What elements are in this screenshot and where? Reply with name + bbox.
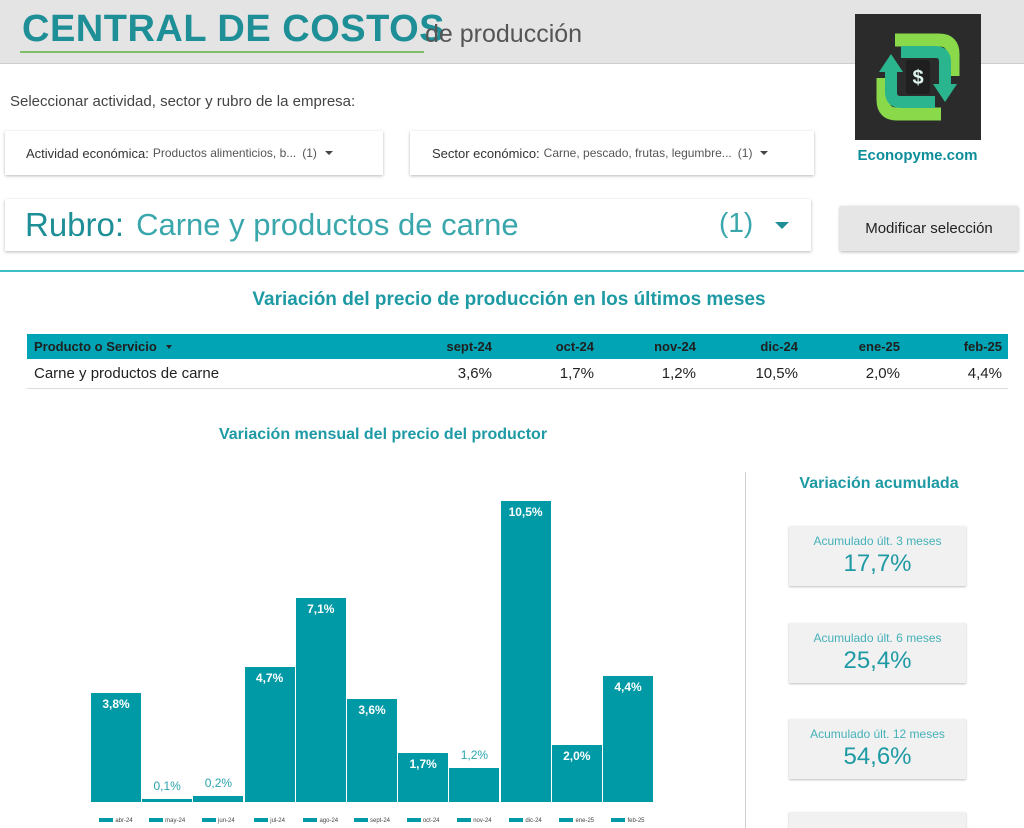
column-header[interactable]: dic-24: [760, 339, 798, 354]
value-cell: 4,4%: [967, 365, 1002, 382]
x-tick-dic-24: dic-24: [500, 818, 552, 824]
x-tick-abr-24: abr-24: [90, 818, 142, 824]
bar-label-nov-24: 1,2%: [460, 747, 489, 762]
bar-ago-24[interactable]: [295, 598, 346, 802]
monthly-variation-chart: 3,8% abr-24 0,1% may-24 0,2% jun-24 4,7% jul-24…: [85, 495, 665, 828]
accumulated-title: Variación acumulada: [799, 475, 959, 492]
svg-text:$: $: [912, 67, 923, 89]
column-header[interactable]: nov-24: [654, 339, 696, 354]
price-variation-table: Producto o Servicio sept-24 oct-24 nov-2…: [27, 334, 1008, 389]
rubro-count: (1): [719, 207, 754, 238]
x-tick-ene-25: ene-25: [551, 818, 603, 824]
x-tick-nov-24: nov-24: [448, 818, 500, 824]
bar-sept-24[interactable]: [347, 698, 397, 802]
value-cell: 10,5%: [755, 365, 798, 382]
bar-label-may-24: 0,1%: [153, 779, 181, 794]
page-title: CENTRAL DE COSTOS: [22, 8, 446, 50]
kpi-card-6-months: Acumulado últ. 6 meses 25,4%: [789, 623, 966, 683]
value-cell: 1,7%: [559, 365, 594, 382]
chart-title: Variación mensual del precio del product…: [218, 426, 548, 443]
actividad-count: (1): [302, 146, 317, 160]
bar-label-feb-25: 4,4%: [614, 679, 642, 694]
sector-value: Carne, pescado, frutas, legumbre...: [543, 146, 732, 160]
actividad-label: Actividad económica:: [26, 145, 149, 161]
kpi-card-3-months: Acumulado últ. 3 meses 17,7%: [789, 526, 966, 586]
x-tick-jul-24: jul-24: [244, 818, 296, 824]
bar-label-jul-24: 4,7%: [255, 671, 284, 686]
x-tick-jun-24: jun-24: [192, 818, 244, 824]
kpi-value: 17,7%: [843, 550, 912, 577]
bar-label-dic-24: 10,5%: [508, 505, 543, 519]
kpi-value: 54,6%: [843, 743, 912, 770]
column-header[interactable]: ene-25: [858, 339, 900, 354]
bar-label-ene-25: 2,0%: [563, 748, 591, 763]
value-cell: 3,6%: [457, 365, 492, 382]
x-tick-may-24: may-24: [141, 818, 193, 824]
rubro-dropdown[interactable]: Rubro: Carne y productos de carne (1): [5, 199, 811, 251]
bar-dic-24[interactable]: [500, 501, 551, 802]
x-tick-ago-24: ago-24: [295, 818, 347, 824]
sector-count: (1): [737, 146, 753, 160]
dollar-cycle-icon: $: [876, 33, 960, 121]
table-title: Variación del precio de producción en lo…: [252, 289, 766, 310]
bar-label-oct-24: 1,7%: [409, 757, 437, 772]
product-header-label: Producto o Servicio: [34, 339, 157, 354]
kpi-label: Acumulado últ. 3 meses: [813, 534, 942, 548]
section-divider: [0, 270, 1024, 272]
x-tick-feb-25: feb-25: [602, 818, 654, 824]
actividad-value: Productos alimenticios, b...: [152, 146, 297, 160]
table-header-row: Producto o Servicio sept-24 oct-24 nov-2…: [27, 334, 1008, 359]
rubro-value: Carne y productos de carne: [136, 207, 519, 242]
bar-nov-24[interactable]: [449, 767, 500, 802]
bar-label-jun-24: 0,2%: [204, 776, 233, 791]
x-tick-oct-24: oct-24: [397, 818, 449, 824]
bar-label-abr-24: 3,8%: [102, 697, 130, 712]
bar-feb-25[interactable]: [603, 675, 653, 802]
column-header[interactable]: sept-24: [446, 339, 492, 354]
chevron-down-icon: [760, 151, 769, 155]
sort-down-icon[interactable]: [165, 344, 172, 349]
chevron-down-icon: [775, 222, 789, 229]
filter-instruction: Seleccionar actividad, sector y rubro de…: [10, 93, 356, 110]
kpi-card-12-months: Acumulado últ. 12 meses 54,6%: [789, 719, 966, 779]
sector-economico-dropdown[interactable]: Sector económico: Carne, pescado, frutas…: [410, 131, 814, 175]
product-cell: Carne y productos de carne: [34, 365, 220, 382]
vertical-divider: [745, 472, 746, 828]
kpi-label: Acumulado últ. 6 meses: [813, 631, 942, 645]
sector-label: Sector económico:: [432, 145, 540, 161]
title-underline: [20, 51, 424, 53]
page-subtitle: de producción: [425, 20, 583, 48]
header-band: [0, 0, 1024, 64]
bar-jun-24[interactable]: [193, 796, 244, 802]
bar-may-24[interactable]: [142, 799, 193, 802]
column-header[interactable]: feb-25: [963, 339, 1002, 354]
bar-label-sept-24: 3,6%: [358, 702, 386, 717]
bar-jul-24[interactable]: [244, 667, 295, 802]
modify-selection-button[interactable]: Modificar selección: [840, 206, 1018, 251]
product-column-header[interactable]: Producto o Servicio: [27, 339, 396, 354]
value-cell: 1,2%: [661, 365, 696, 382]
bar-ene-25[interactable]: [551, 744, 602, 802]
x-tick-sept-24: sept-24: [346, 818, 398, 824]
bar-oct-24[interactable]: [398, 753, 449, 802]
bar-abr-24[interactable]: [91, 693, 141, 802]
table-row: Carne y productos de carne 3,6% 1,7% 1,2…: [27, 359, 1008, 389]
actividad-economica-dropdown[interactable]: Actividad económica: Productos alimentic…: [5, 131, 383, 175]
kpi-value: 25,4%: [843, 647, 912, 674]
kpi-label: Acumulado últ. 12 meses: [810, 727, 945, 741]
value-cell: 2,0%: [865, 365, 900, 382]
chevron-down-icon: [324, 151, 333, 155]
rubro-label: Rubro:: [25, 206, 125, 243]
kpi-card-partial: [789, 812, 966, 828]
logo[interactable]: $: [855, 14, 981, 140]
bar-label-ago-24: 7,1%: [307, 602, 335, 617]
logo-link[interactable]: Econopyme.com: [857, 147, 978, 164]
column-header[interactable]: oct-24: [555, 339, 594, 354]
